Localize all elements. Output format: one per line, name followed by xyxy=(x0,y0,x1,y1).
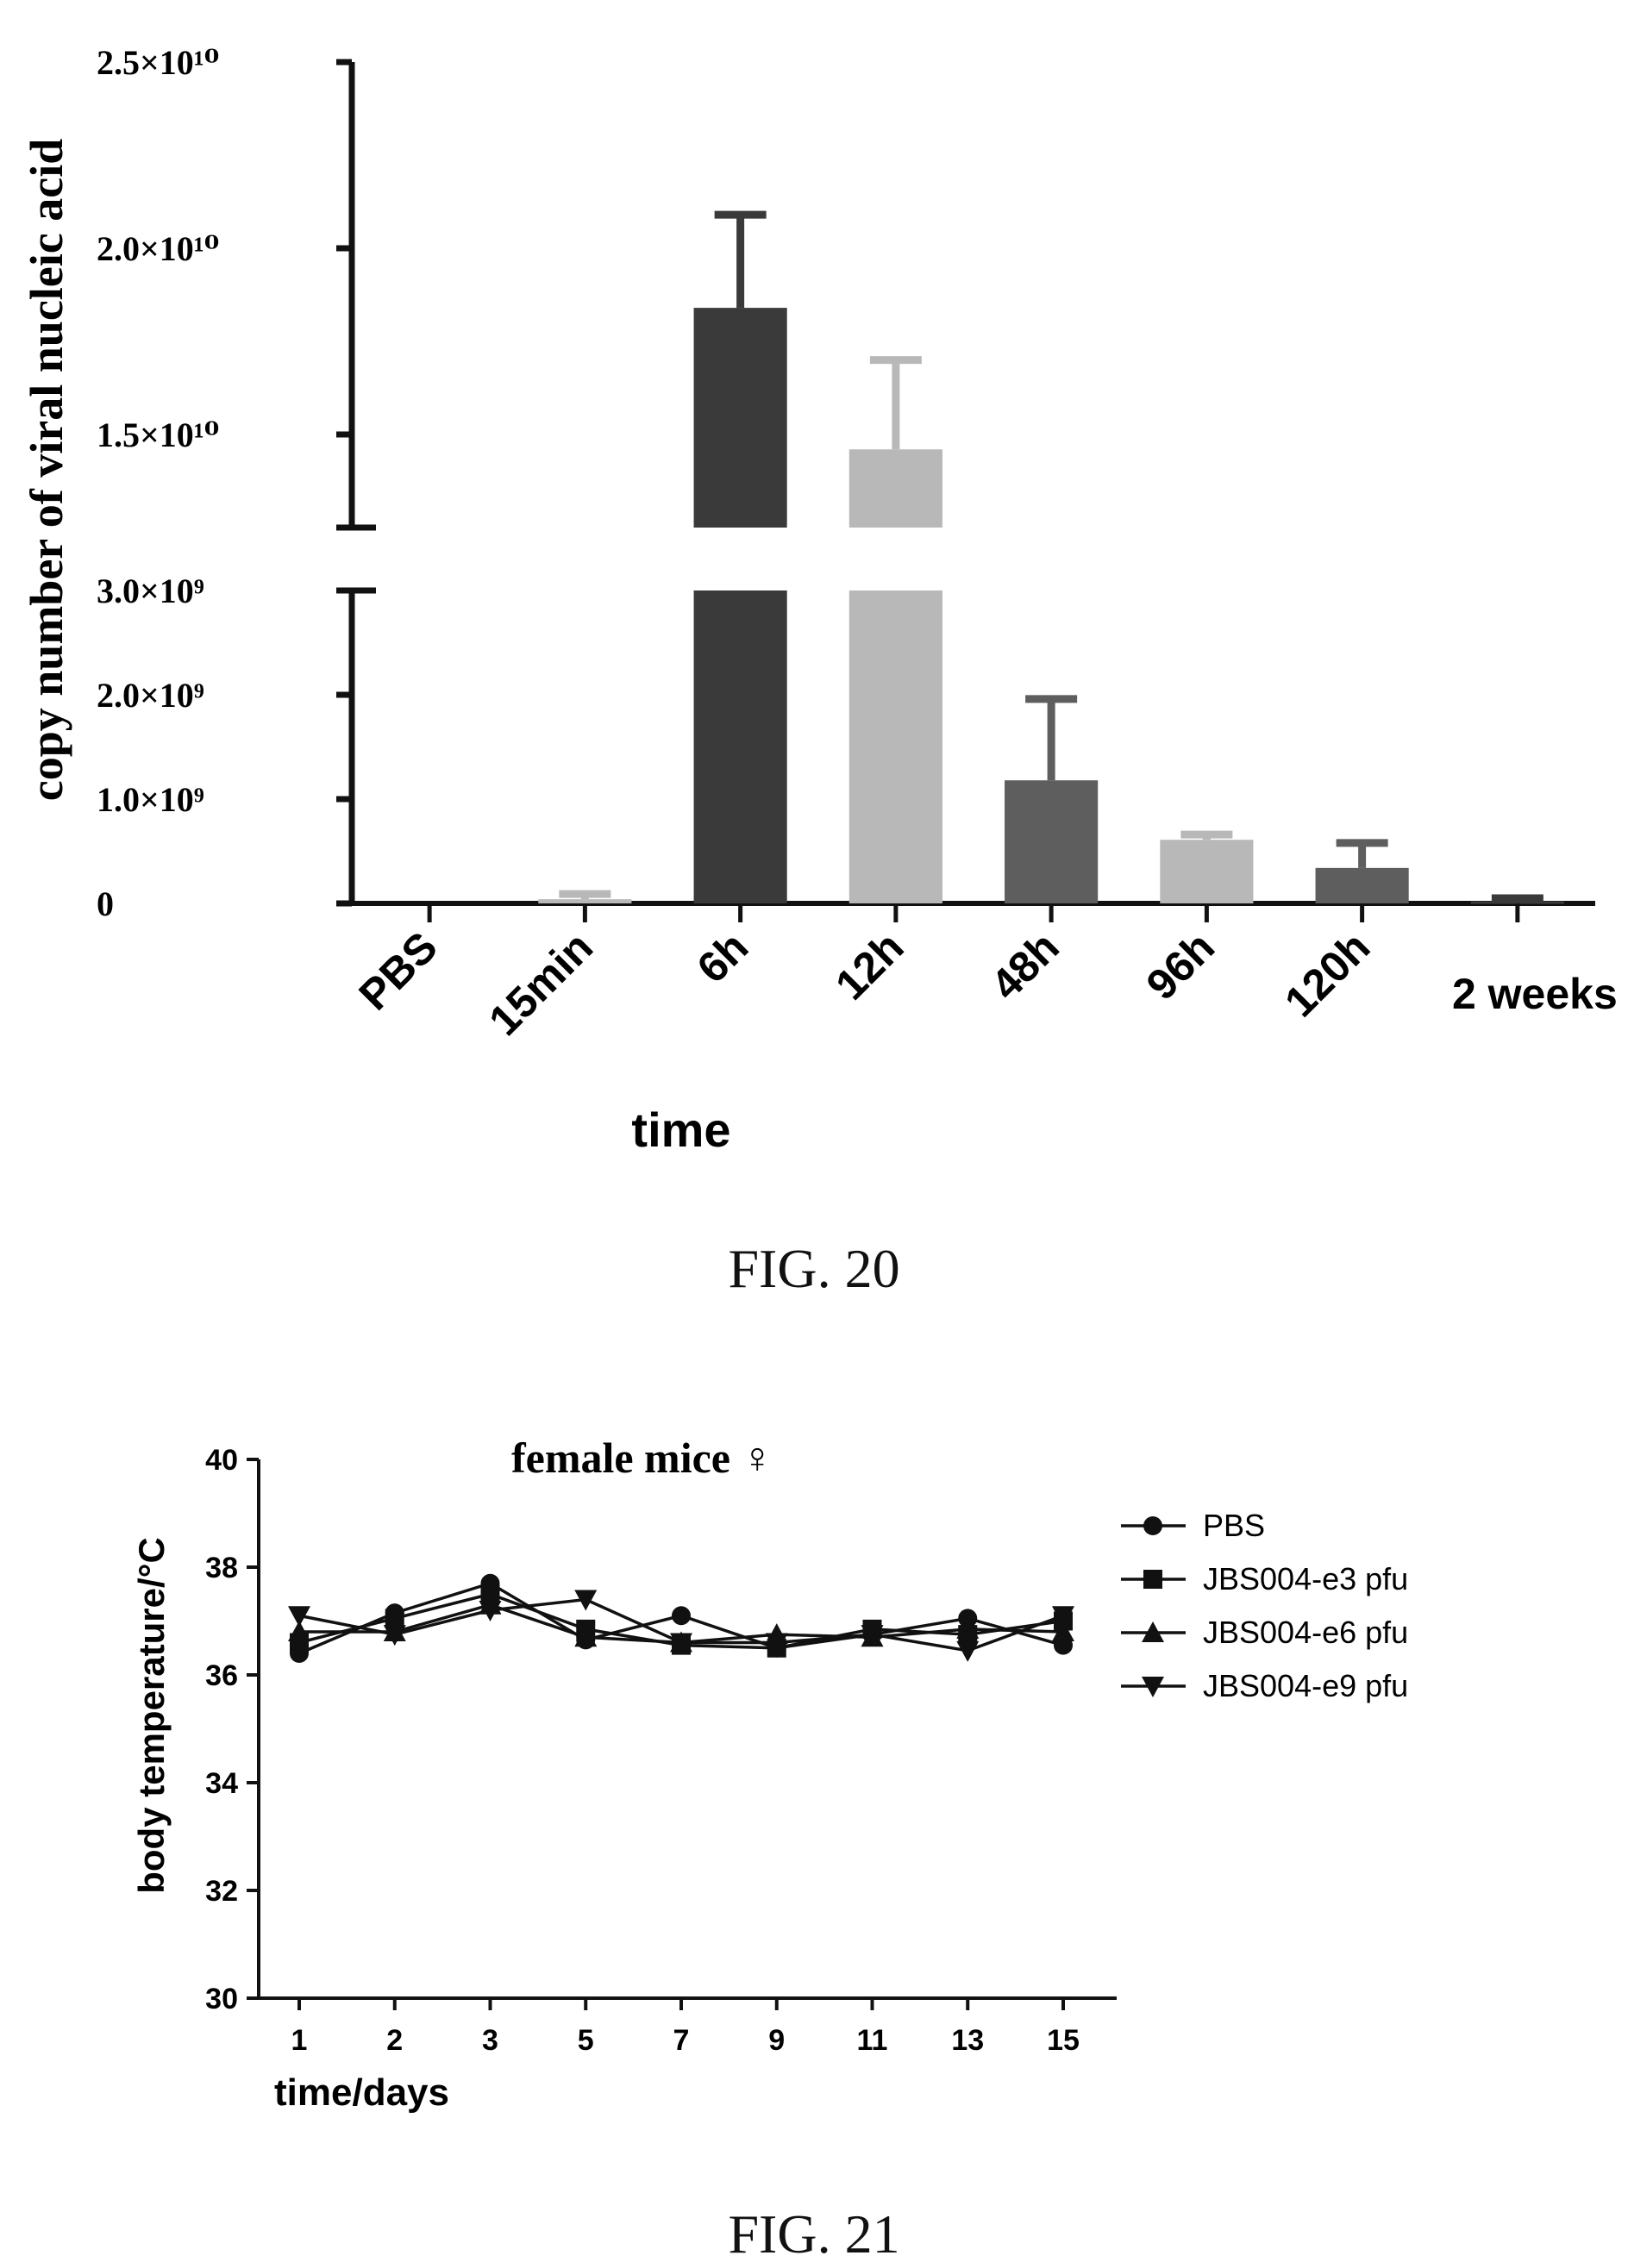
chart21-x-tick-label: 2 xyxy=(386,2024,403,2057)
chart20-x-tick-label: 48h xyxy=(981,922,1068,1009)
chart21-legend-label: JBS004-e6 pfu xyxy=(1203,1615,1408,1650)
chart21-legend-marker xyxy=(1142,1677,1164,1697)
chart21-point xyxy=(385,1609,404,1628)
chart21-point xyxy=(1052,1606,1074,1628)
chart21-point xyxy=(574,1626,598,1647)
viral-copy-bar-chart: copy number of viral nucleic acid 0 1.0×1… xyxy=(21,43,1618,1157)
chart21-y-tick-label: 30 xyxy=(205,1983,238,2015)
chart20-y-axis-label: copy number of viral nucleic acid xyxy=(21,139,72,801)
chart20-y-tick-label: 2.0×10⁹ xyxy=(97,676,204,715)
chart21-legend-label: JBS004-e9 pfu xyxy=(1203,1668,1408,1703)
fig21-caption: FIG. 21 xyxy=(728,2203,900,2265)
chart20-bar xyxy=(1005,780,1099,903)
chart20-bar xyxy=(1315,867,1409,903)
chart21-point xyxy=(288,1606,310,1628)
chart21-point xyxy=(765,1633,788,1654)
chart21-x-tick-label: 13 xyxy=(951,2024,984,2057)
chart20-x-tick-label: 15min xyxy=(479,922,602,1045)
chart20-bar xyxy=(1160,840,1254,903)
chart20-y-tick-label: 0 xyxy=(97,884,114,923)
chart20-x-ticks: PBS 15min 6h 12h 48h 96h 120h 2 weeks xyxy=(350,903,1618,1045)
chart21-y-tick-label: 36 xyxy=(205,1659,238,1692)
chart20-bar-lower-segment xyxy=(693,590,787,903)
chart20-y-tick-label: 3.0×10⁹ xyxy=(97,572,204,610)
chart21-y-tick-label: 40 xyxy=(205,1444,238,1477)
chart20-bar xyxy=(538,899,632,903)
chart20-bar-upper-segment xyxy=(693,308,787,528)
chart20-y-tick-label: 1.5×10¹⁰ xyxy=(97,415,219,454)
chart20-x-tick-label: 2 weeks xyxy=(1452,970,1618,1018)
chart21-point xyxy=(956,1640,980,1662)
chart20-x-tick-label: 96h xyxy=(1137,922,1224,1009)
chart20-x-tick-label: 120h xyxy=(1275,922,1379,1026)
chart21-point xyxy=(956,1617,980,1639)
chart21-point xyxy=(672,1606,691,1626)
chart20-y-ticks: 0 1.0×10⁹ 2.0×10⁹ 3.0×10⁹ 1.5×10¹⁰ 2.0×10¹⁰ 2.… xyxy=(97,43,352,923)
chart21-legend-marker xyxy=(1143,1570,1162,1589)
chart21-legend-marker xyxy=(1143,1516,1162,1535)
chart21-x-tick-label: 9 xyxy=(768,2024,785,2057)
chart21-x-tick-label: 11 xyxy=(857,2024,888,2057)
chart20-bar-upper-segment xyxy=(848,449,942,528)
chart21-y-tick-label: 38 xyxy=(205,1552,238,1584)
fig20-caption: FIG. 20 xyxy=(728,1238,900,1299)
chart20-bar xyxy=(1470,901,1564,904)
chart21-title: female mice ♀ xyxy=(511,1434,773,1482)
chart21-point xyxy=(1052,1621,1074,1641)
chart21-legend: PBS JBS004-e3 pfu JBS004-e6 pfu JBS004-e9 p… xyxy=(1121,1508,1408,1703)
chart21-x-tick-label: 1 xyxy=(291,2024,308,2057)
chart21-x-ticks: 1 2 3 5 7 9 11 13 15 xyxy=(291,1998,1080,2057)
chart21-point xyxy=(861,1625,884,1646)
chart21-y-tick-label: 32 xyxy=(205,1875,238,1908)
chart21-x-tick-label: 5 xyxy=(578,2024,594,2057)
chart20-y-tick-label: 2.0×10¹⁰ xyxy=(97,229,219,268)
body-temperature-line-chart: female mice ♀ body temperature/°C 303234… xyxy=(131,1434,1408,2114)
chart21-x-axis-label: time/days xyxy=(274,2071,449,2114)
chart21-x-tick-label: 3 xyxy=(482,2024,498,2057)
chart20-x-tick-label: 6h xyxy=(688,922,758,992)
chart21-x-tick-label: 15 xyxy=(1047,2024,1080,2057)
chart21-point xyxy=(574,1590,598,1611)
chart21-x-tick-label: 7 xyxy=(673,2024,690,2057)
chart21-point xyxy=(383,1625,406,1646)
chart21-point xyxy=(670,1633,692,1654)
chart21-y-axis-label: body temperature/°C xyxy=(131,1537,172,1894)
chart21-legend-marker xyxy=(1142,1621,1164,1642)
chart20-y-tick-label: 1.0×10⁹ xyxy=(97,780,204,819)
chart21-point xyxy=(288,1621,310,1641)
chart20-bars xyxy=(538,210,1564,904)
chart20-y-tick-label: 2.5×10¹⁰ xyxy=(97,43,219,82)
chart21-point xyxy=(479,1601,502,1621)
chart20-bar-lower-segment xyxy=(848,590,942,903)
chart21-y-tick-label: 34 xyxy=(205,1767,238,1800)
chart21-y-ticks: 30 32 34 36 38 40 xyxy=(205,1444,259,2015)
chart21-series xyxy=(288,1573,1074,1663)
chart20-x-axis-label: time xyxy=(631,1103,730,1157)
chart21-legend-label: PBS xyxy=(1203,1508,1265,1543)
chart20-x-tick-label: PBS xyxy=(350,922,447,1019)
chart21-series-3 xyxy=(288,1590,1074,1662)
chart21-legend-label: JBS004-e3 pfu xyxy=(1203,1561,1408,1596)
chart20-x-tick-label: 12h xyxy=(826,922,913,1009)
